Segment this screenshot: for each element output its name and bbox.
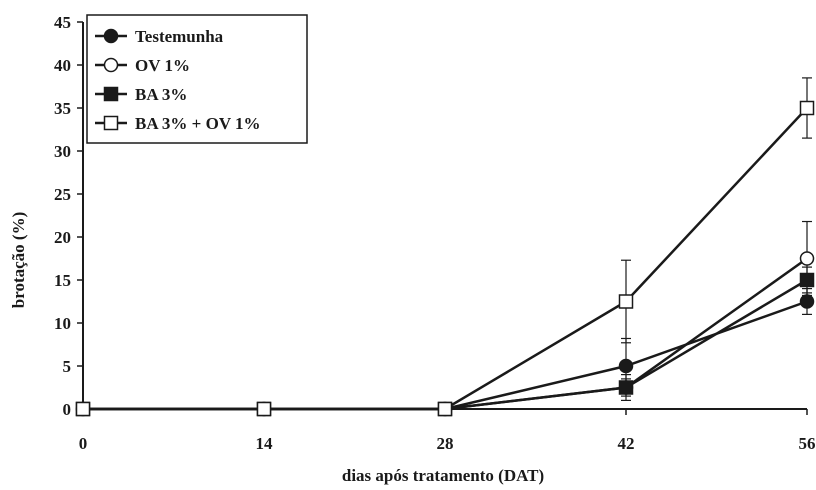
data-point bbox=[618, 294, 634, 309]
y-tick-label: 45 bbox=[54, 13, 71, 32]
data-point bbox=[618, 380, 634, 395]
y-tick-label: 5 bbox=[63, 357, 72, 376]
series-2 bbox=[83, 220, 812, 411]
series-layer bbox=[75, 77, 815, 417]
y-tick-label: 0 bbox=[63, 400, 72, 419]
legend-label: OV 1% bbox=[135, 56, 190, 75]
series-1-markers bbox=[75, 294, 815, 417]
series-4-markers bbox=[75, 100, 815, 417]
y-tick-label: 35 bbox=[54, 99, 71, 118]
legend-item: BA 3% + OV 1% bbox=[95, 114, 261, 133]
legend-marker bbox=[103, 57, 119, 73]
x-tick-label: 0 bbox=[79, 434, 88, 453]
x-tick-label: 42 bbox=[618, 434, 635, 453]
x-tick-label: 56 bbox=[799, 434, 816, 453]
series-1 bbox=[83, 288, 812, 411]
data-point bbox=[256, 401, 272, 417]
data-point bbox=[75, 401, 91, 417]
y-tick-label: 15 bbox=[54, 271, 71, 290]
legend-label: BA 3% + OV 1% bbox=[135, 114, 261, 133]
legend-label: Testemunha bbox=[135, 27, 224, 46]
legend-item: Testemunha bbox=[95, 27, 224, 46]
y-axis-label: brotação (%) bbox=[9, 212, 28, 308]
legend-marker bbox=[103, 115, 119, 131]
data-point bbox=[799, 294, 815, 309]
legend-marker bbox=[103, 28, 119, 44]
legend-item: BA 3% bbox=[95, 85, 187, 104]
legend: Testemunha OV 1% BA 3% BA 3% + OV 1% bbox=[86, 14, 308, 144]
series-line bbox=[83, 278, 808, 411]
data-point bbox=[437, 401, 453, 417]
legend-item: OV 1% bbox=[95, 56, 190, 75]
x-tick-label: 14 bbox=[256, 434, 274, 453]
series-line bbox=[83, 300, 808, 411]
data-point bbox=[799, 272, 815, 288]
y-tick-label: 10 bbox=[54, 314, 71, 333]
series-line bbox=[83, 257, 808, 411]
legend-marker bbox=[103, 86, 119, 102]
legend-label: BA 3% bbox=[135, 85, 187, 104]
data-point bbox=[799, 100, 815, 116]
series-3-markers bbox=[75, 272, 815, 417]
x-tick-label: 28 bbox=[437, 434, 454, 453]
data-point bbox=[799, 251, 815, 266]
y-tick-label: 25 bbox=[54, 185, 71, 204]
x-tick-labels: 0 14 28 42 56 bbox=[79, 434, 816, 453]
y-tick-label: 20 bbox=[54, 228, 71, 247]
y-tick-label: 40 bbox=[54, 56, 71, 75]
series-line bbox=[83, 107, 808, 411]
y-tick-label: 30 bbox=[54, 142, 71, 161]
x-axis-label: dias após tratamento (DAT) bbox=[342, 466, 544, 485]
data-point bbox=[618, 358, 634, 374]
y-tick-labels: 0 5 10 15 20 25 30 35 40 45 bbox=[54, 13, 71, 419]
